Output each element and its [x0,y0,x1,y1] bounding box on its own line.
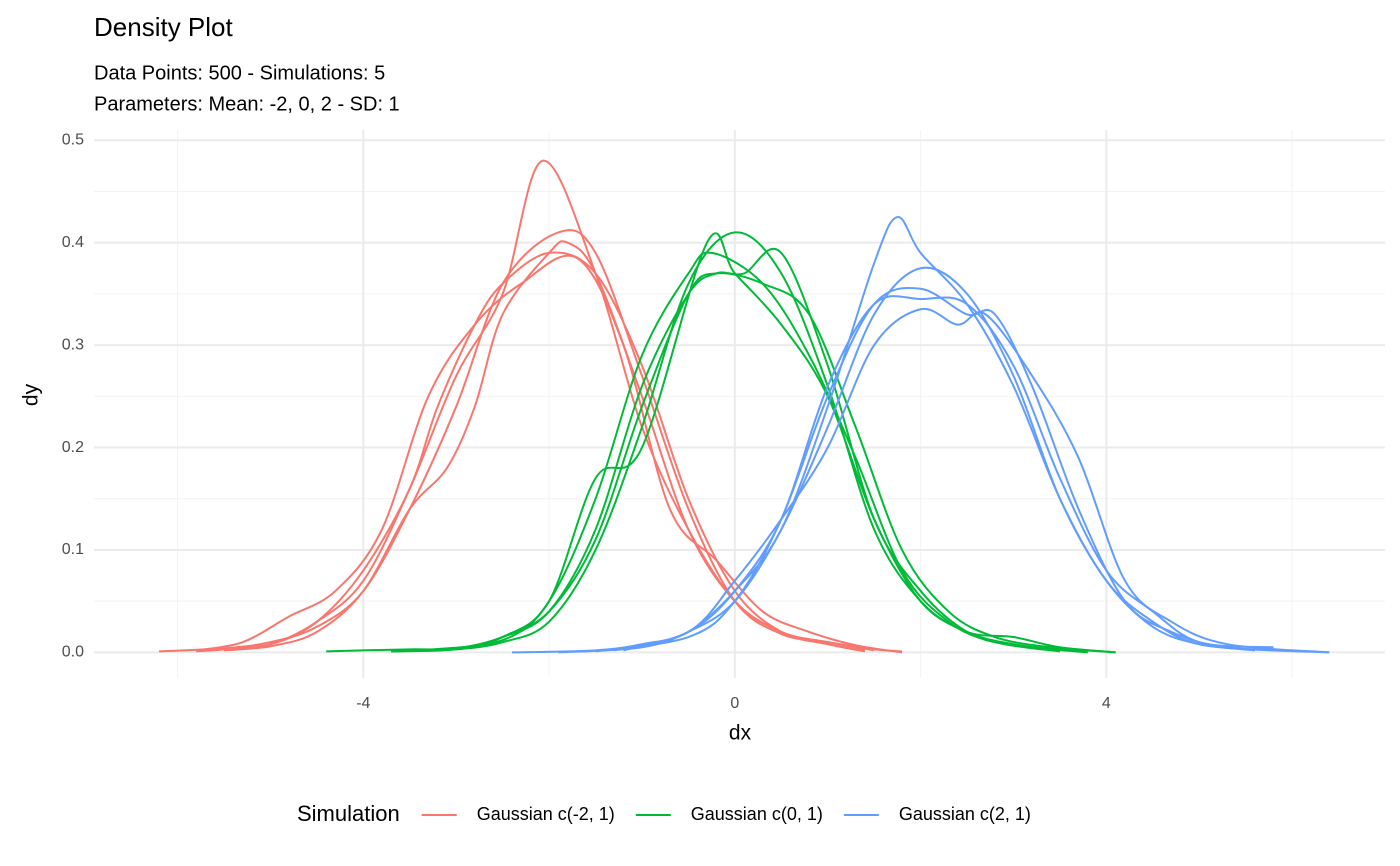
y-tick-label: 0.4 [62,234,84,251]
x-axis-label: dx [729,722,752,745]
x-tick-label: 4 [1102,695,1111,712]
density-line [326,231,1116,654]
legend-title: Simulation [297,801,400,826]
density-line [623,295,1274,652]
density-line [595,286,1330,654]
density-line [391,272,1116,654]
density-line [195,254,903,654]
legend-label: Gaussian c(-2, 1) [477,804,615,824]
chart-subtitle: Data Points: 500 - Simulations: 5 [94,62,385,84]
curves [158,159,1330,654]
grid: -4 0 4 0.0 0.1 0.2 0.3 0.4 0.5 [62,130,1385,712]
density-line [223,240,866,652]
density-line [558,266,1256,654]
legend-label: Gaussian c(0, 1) [691,804,823,824]
chart-title: Density Plot [94,12,233,42]
y-tick-label: 0.2 [62,439,84,456]
y-tick-label: 0.1 [62,541,84,558]
y-axis-label: dy [20,383,43,406]
chart-subtitle: Parameters: Mean: -2, 0, 2 - SD: 1 [94,93,400,115]
x-tick-label: -4 [356,695,370,712]
y-tick-label: 0.3 [62,336,84,353]
density-line [196,159,875,653]
y-tick-label: 0.0 [62,644,84,661]
density-line [214,251,866,653]
density-line [158,229,903,653]
density-line [613,307,1330,654]
x-tick-label: 0 [730,695,739,712]
y-tick-label: 0.5 [62,131,84,148]
legend: Simulation Gaussian c(-2, 1) Gaussian c(0,… [297,801,1031,826]
density-line [418,251,1061,653]
legend-label: Gaussian c(2, 1) [899,804,1031,824]
